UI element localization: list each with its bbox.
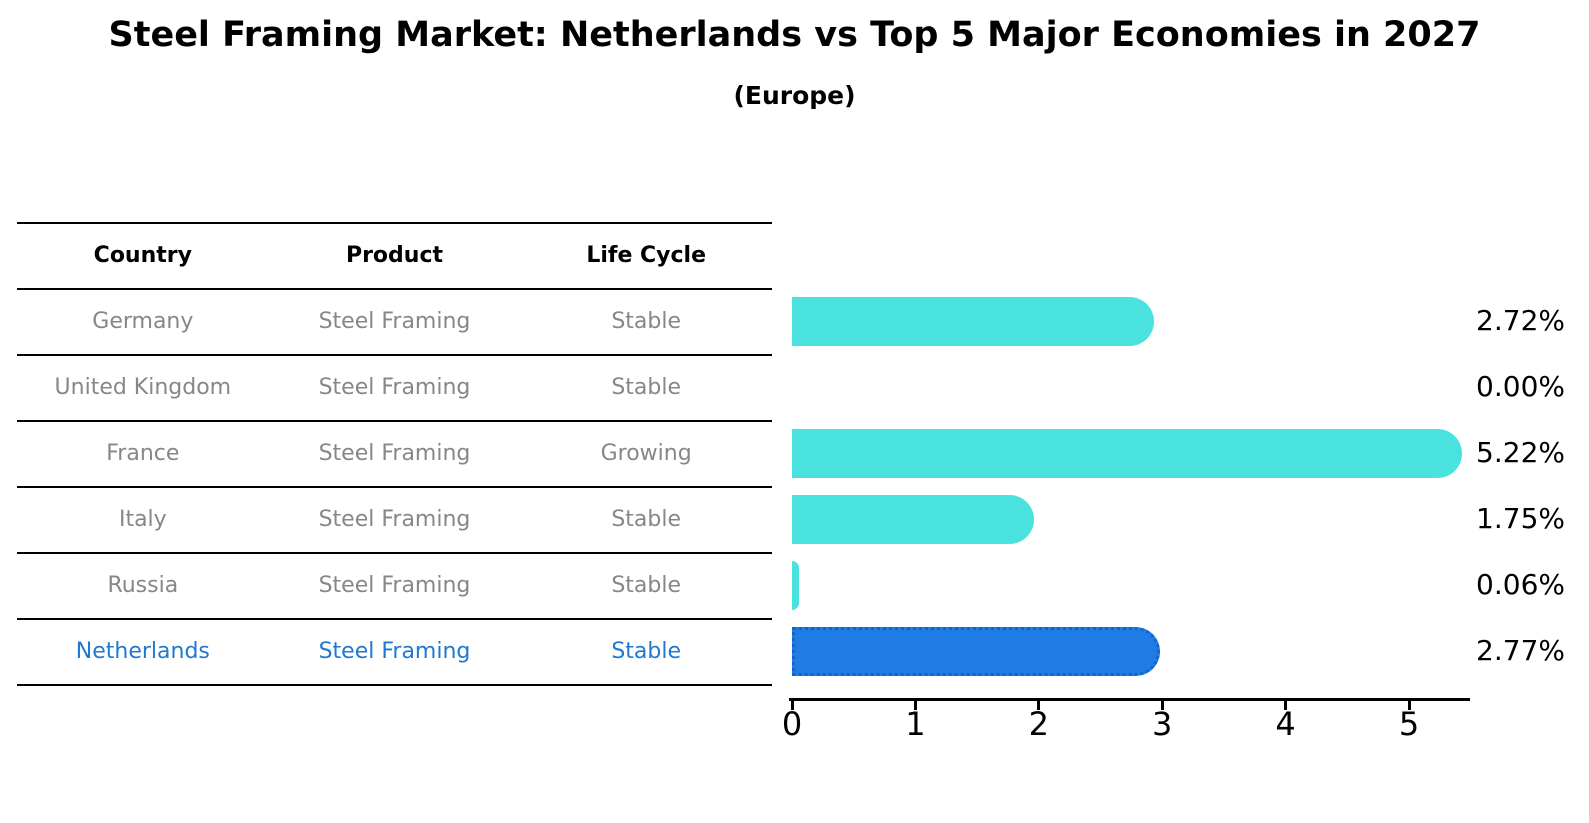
lifecycle-cell: Stable [611,639,681,664]
table-row: Italy Steel Framing Stable [17,488,772,554]
table-row: France Steel Framing Growing [17,422,772,488]
product-cell: Steel Framing [318,441,471,466]
bar [792,296,1154,346]
country-cell: Germany [92,309,194,334]
table-row: Netherlands Steel Framing Stable [17,620,772,686]
value-label: 1.75% [1476,502,1565,535]
x-axis-line [789,698,1470,701]
column-header-lifecycle: Life Cycle [586,243,707,268]
x-tick-label: 1 [905,705,926,743]
column-header-product: Product [345,243,444,268]
country-cell: Russia [107,573,179,598]
chart-title: Steel Framing Market: Netherlands vs Top… [108,15,1481,55]
x-tick-label: 4 [1275,705,1296,743]
product-cell: Steel Framing [318,639,471,664]
bar-netherlands [792,626,1160,676]
x-tick [913,701,917,710]
x-tick-label: 5 [1398,705,1420,743]
x-tick [1160,701,1164,710]
value-label: 0.00% [1476,370,1565,403]
product-cell: Steel Framing [318,507,471,532]
value-label: 0.06% [1476,568,1565,601]
value-label: 2.77% [1476,634,1565,667]
table-header-row: Country Product Life Cycle [17,224,772,290]
x-tick-label: 0 [781,705,803,743]
lifecycle-cell: Stable [611,375,681,400]
column-header-country: Country [93,243,192,268]
lifecycle-cell: Growing [600,441,692,466]
x-tick [790,701,794,710]
lifecycle-cell: Stable [611,573,681,598]
country-cell: Netherlands [75,639,210,664]
table-row: Germany Steel Framing Stable [17,290,772,356]
product-cell: Steel Framing [318,309,471,334]
country-cell: Italy [118,507,167,532]
product-cell: Steel Framing [318,375,471,400]
country-cell: United Kingdom [54,375,232,400]
lifecycle-cell: Stable [611,507,681,532]
chart-subtitle: (Europe) [733,81,856,110]
x-tick [1284,701,1288,710]
bar [792,428,1463,478]
lifecycle-cell: Stable [611,309,681,334]
x-tick-label: 2 [1028,705,1049,743]
table-row: United Kingdom Steel Framing Stable [17,356,772,422]
value-label: 2.72% [1476,304,1565,337]
country-cell: France [106,441,180,466]
product-cell: Steel Framing [318,573,471,598]
bar [792,494,1034,544]
country-table: Country Product Life Cycle Germany Steel… [17,222,772,686]
bar [792,560,800,610]
value-label: 5.22% [1476,436,1565,469]
x-tick-label: 3 [1152,705,1173,743]
table-row: Russia Steel Framing Stable [17,554,772,620]
x-tick [1407,701,1411,710]
x-tick [1037,701,1041,710]
